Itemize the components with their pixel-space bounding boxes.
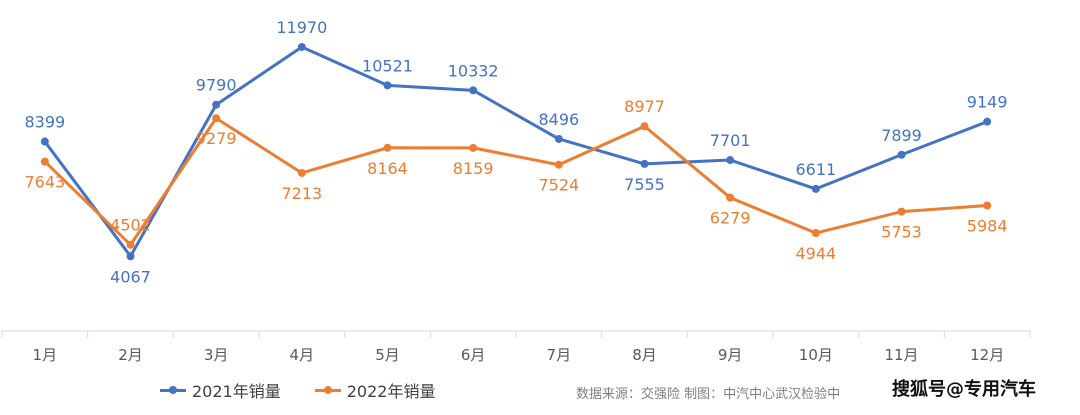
data-label: 7899 (881, 126, 922, 145)
data-point (811, 229, 820, 238)
data-point (983, 117, 992, 126)
watermark-text: 搜狐号@专用汽车 (892, 379, 1036, 400)
data-point (40, 137, 49, 146)
x-tick-label: 2月 (118, 346, 143, 364)
data-label: 7701 (710, 131, 751, 150)
data-label: 4944 (795, 244, 836, 263)
data-point (383, 143, 392, 152)
data-label: 10332 (448, 61, 499, 80)
data-label: 5753 (881, 223, 922, 242)
data-point (469, 86, 478, 95)
data-label: 11970 (276, 18, 327, 37)
x-tick-label: 9月 (718, 346, 743, 364)
legend-swatch-2021 (160, 384, 186, 396)
data-point (383, 81, 392, 90)
data-point (640, 159, 649, 168)
data-label: 7643 (24, 173, 65, 192)
data-point (554, 134, 563, 143)
data-label: 7524 (538, 176, 579, 195)
legend-label-2022: 2022年销量 (346, 382, 436, 401)
data-point (640, 122, 649, 131)
x-tick-label: 7月 (547, 346, 572, 364)
data-label: 9790 (196, 76, 237, 95)
data-label: 8496 (538, 110, 579, 129)
legend: 2021年销量 2022年销量 (160, 378, 435, 402)
data-label: 4067 (110, 267, 151, 286)
data-point (897, 207, 906, 216)
data-source-note: 数据来源：交强险 制图：中汽中心武汉检验中 (576, 387, 841, 402)
legend-label-2021: 2021年销量 (192, 382, 281, 401)
data-point (726, 156, 735, 165)
data-point (212, 114, 221, 123)
data-point (726, 193, 735, 202)
legend-swatch-2022 (314, 384, 341, 396)
data-label: 8399 (24, 113, 65, 132)
data-point (811, 184, 820, 193)
data-point (469, 143, 478, 152)
x-tick-label: 8月 (632, 346, 657, 364)
data-label: 7213 (281, 184, 322, 203)
data-label: 8977 (624, 97, 665, 116)
legend-item-2022: 2022年销量 (314, 378, 436, 402)
data-label: 4502 (110, 216, 151, 235)
data-label: 10521 (362, 56, 413, 75)
x-tick-label: 4月 (290, 346, 315, 364)
x-tick-label: 12月 (970, 346, 1004, 364)
data-point (897, 150, 906, 159)
data-point (554, 160, 563, 169)
x-tick-label: 3月 (204, 346, 229, 364)
data-point (297, 42, 306, 51)
legend-item-2021: 2021年销量 (160, 378, 281, 402)
x-tick-label: 6月 (461, 346, 486, 364)
data-label: 6279 (710, 209, 751, 228)
line-chart: 8399 7643 4067 4502 9790 9279 11970 7213 10521 81… (1, 18, 1031, 364)
series-line-2021 (43, 45, 988, 258)
x-tick-label: 1月 (33, 346, 58, 364)
x-tick-label: 11月 (884, 346, 918, 364)
data-point (297, 168, 306, 177)
data-point (40, 157, 49, 166)
data-label: 7555 (624, 175, 665, 194)
x-tick-label: 5月 (375, 346, 400, 364)
data-label: 8159 (453, 159, 494, 178)
data-label: 9279 (196, 129, 237, 148)
data-point (212, 100, 221, 109)
data-label: 6611 (795, 160, 836, 179)
x-tick-label: 10月 (799, 346, 833, 364)
data-label: 5984 (967, 216, 1008, 235)
data-label: 9149 (967, 93, 1008, 112)
series-line-2022 (43, 116, 988, 247)
data-label: 8164 (367, 159, 408, 178)
data-point (983, 201, 992, 210)
data-point (126, 252, 135, 261)
data-point (126, 240, 135, 249)
